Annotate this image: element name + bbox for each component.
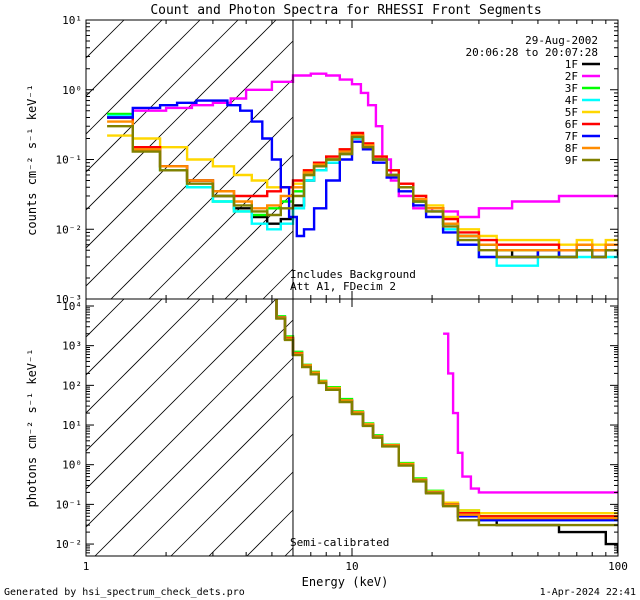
photon-y-tick-label: 10² (62, 379, 82, 392)
photon-hatch-line (284, 547, 294, 556)
photon-y-tick-label: 10⁴ (62, 300, 82, 313)
semi-calibrated-annotation: Semi-calibrated (290, 536, 389, 549)
attenuator-annotation: Att A1, FDecim 2 (290, 280, 396, 293)
count-hatch-line (86, 20, 163, 97)
count-y-tick-label: 10⁰ (62, 84, 82, 97)
series-count-9f (107, 125, 618, 259)
count-hatch-line (262, 268, 294, 299)
count-hatch-line (148, 154, 294, 299)
x-axis-label: Energy (keV) (302, 575, 389, 589)
legend-label-4f: 4F (565, 94, 578, 107)
x-tick-label: 100 (608, 560, 628, 573)
series-photon-7f (275, 299, 618, 522)
series-photon-2f (443, 332, 618, 494)
series-photon-5f (275, 299, 618, 515)
photon-y-tick-label: 10⁻² (56, 538, 83, 551)
count-hatch-line (224, 230, 294, 299)
photon-hatch-line (132, 395, 294, 556)
count-y-tick-label: 10⁻³ (56, 293, 83, 306)
date-label: 29-Aug-2002 (525, 34, 598, 47)
photon-hatch-region (86, 299, 294, 556)
photon-hatch-line (86, 299, 201, 414)
photon-hatch-line (246, 509, 294, 556)
legend-label-3f: 3F (565, 82, 578, 95)
count-y-tick-label: 10⁻² (56, 223, 83, 236)
photon-hatch-line (86, 319, 294, 528)
count-hatch-line (186, 192, 294, 299)
count-y-axis-label: counts cm⁻² s⁻¹ keV⁻¹ (25, 84, 39, 236)
count-y-tick-label: 10¹ (62, 14, 82, 27)
x-tick-label: 10 (345, 560, 358, 573)
series-count-7f (107, 99, 618, 259)
photon-hatch-line (86, 299, 239, 452)
legend-label-7f: 7F (565, 130, 578, 143)
photon-y-tick-label: 10⁰ (62, 459, 82, 472)
legend-label-1f: 1F (565, 58, 578, 71)
chart-title: Count and Photon Spectra for RHESSI Fron… (150, 3, 541, 18)
count-y-tick-label: 10⁻¹ (56, 154, 83, 167)
legend-label-2f: 2F (565, 70, 578, 83)
generated-by-note: Generated by hsi_spectrum_check_dets.pro (4, 587, 245, 598)
render-timestamp: 1-Apr-2024 22:41 (540, 587, 636, 598)
legend-label-5f: 5F (565, 106, 578, 119)
series-photon-4f (275, 299, 618, 522)
photon-hatch-line (208, 471, 294, 556)
legend-label-9f: 9F (565, 154, 578, 167)
photon-y-axis-label: photons cm⁻² s⁻¹ keV⁻¹ (25, 349, 39, 508)
background-annotation: Includes Background (290, 268, 416, 281)
photon-y-tick-label: 10⁻¹ (56, 498, 83, 511)
count-hatch-line (110, 116, 294, 299)
photon-hatch-line (86, 299, 163, 376)
series-count-5f (107, 133, 618, 246)
photon-y-tick-label: 10¹ (62, 419, 82, 432)
count-series-group (107, 72, 618, 267)
photon-hatch-line (170, 433, 294, 556)
photon-y-tick-label: 10³ (62, 340, 82, 353)
legend-label-6f: 6F (565, 118, 578, 131)
count-hatch-line (86, 78, 294, 287)
count-hatch-region (86, 20, 294, 299)
photon-panel: 10⁻² 10⁻¹ 10⁰ 10¹ 10² 10³ 10⁴ photons cm⁻² s⁻¹… (25, 298, 619, 557)
series-photon-9f (275, 299, 618, 527)
series-photon-6f (275, 299, 618, 518)
photon-y-axis: 10⁻² 10⁻¹ 10⁰ 10¹ 10² 10³ 10⁴ (56, 300, 618, 557)
count-hatch-line (86, 20, 201, 135)
count-hatch-line (86, 20, 239, 173)
photon-hatch-line (94, 357, 294, 556)
legend-label-8f: 8F (565, 142, 578, 155)
count-hatch-line (86, 20, 277, 211)
series-photon-8f (275, 299, 618, 520)
photon-series-group (275, 299, 618, 553)
x-tick-label: 1 (83, 560, 90, 573)
series-photon-3f (275, 299, 618, 518)
time-range-label: 20:06:28 to 20:07:28 (466, 46, 598, 59)
x-axis: 1 10 100 (83, 20, 628, 573)
count-panel: 10⁻³ 10⁻² 10⁻¹ 10⁰ 10¹ counts cm⁻² s⁻¹ keV⁻¹… (25, 14, 619, 306)
photon-hatch-line (86, 299, 277, 490)
